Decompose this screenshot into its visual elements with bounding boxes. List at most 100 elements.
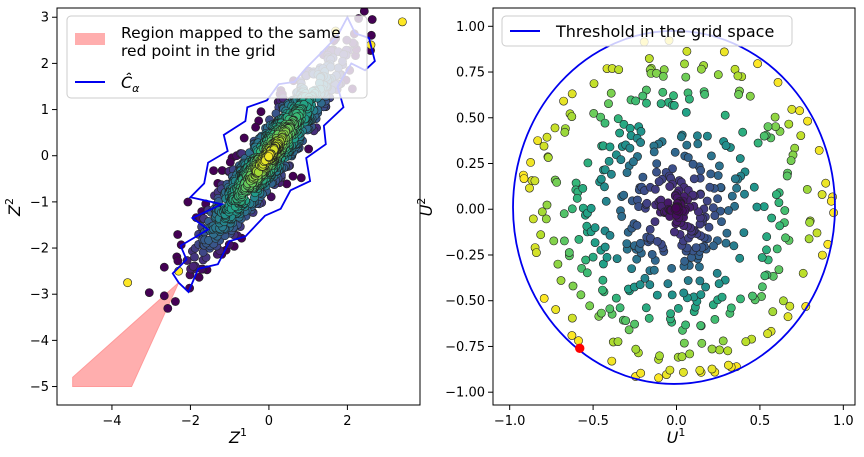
right-data-point [530, 176, 540, 186]
left-data-point [282, 179, 292, 189]
right-data-point [589, 79, 599, 88]
right-data-point [829, 208, 838, 218]
right-data-point [680, 256, 689, 266]
right-data-point [567, 89, 577, 99]
left-y-tick-label: −4 [30, 334, 49, 349]
right-data-point [670, 227, 679, 237]
right-data-point [717, 292, 727, 302]
right-data-point [666, 309, 675, 318]
right-data-point [679, 288, 689, 298]
legend-swatch-region [75, 33, 105, 45]
right-data-point [667, 290, 677, 300]
right-y-tick-label: 0.75 [456, 66, 485, 81]
right-data-point [775, 221, 785, 231]
right-data-point [707, 151, 716, 161]
right-data-point [730, 201, 739, 211]
right-data-point [588, 252, 598, 262]
right-data-point [741, 337, 751, 347]
right-data-point [685, 349, 695, 359]
right-data-point [697, 64, 706, 74]
right-data-point [749, 182, 759, 192]
right-data-point [774, 265, 784, 274]
left-data-point [144, 288, 154, 297]
right-data-point [701, 282, 710, 292]
right-data-point [576, 290, 586, 300]
left-x-axis-label: Z1 [228, 426, 247, 447]
right-data-point [681, 320, 690, 330]
right-data-point [805, 217, 814, 227]
right-data-point [605, 142, 615, 152]
right-data-point [703, 131, 712, 141]
right-data-point [617, 212, 627, 221]
right-data-point [724, 206, 733, 215]
right-data-point [543, 153, 553, 162]
left-data-point [190, 252, 199, 262]
right-data-point [759, 131, 769, 141]
right-data-point [677, 352, 687, 362]
left-data-point [159, 262, 169, 272]
right-data-point [568, 281, 578, 291]
right-data-point [812, 228, 822, 238]
right-data-point [654, 373, 663, 383]
right-data-point [585, 301, 595, 311]
right-data-point [542, 200, 552, 210]
right-data-point [740, 189, 749, 199]
right-data-point [688, 159, 698, 169]
right-data-point [721, 141, 731, 150]
right-data-point [567, 331, 577, 340]
right-data-point [682, 140, 692, 150]
right-data-point [635, 280, 645, 290]
right-data-point [638, 91, 648, 101]
right-y-tick-label: 0.25 [456, 157, 485, 172]
left-y-tick-label: 1 [41, 103, 49, 118]
right-data-point [629, 157, 638, 167]
right-data-point [625, 143, 635, 153]
right-data-point [712, 268, 722, 278]
right-data-point [616, 155, 626, 165]
left-legend-box [66, 15, 368, 99]
right-data-point [525, 183, 534, 193]
left-data-point [209, 166, 218, 175]
right-data-point [804, 234, 814, 244]
right-data-point [783, 312, 793, 322]
right-data-point [658, 72, 668, 81]
right-data-point [696, 165, 706, 175]
right-data-point [669, 101, 679, 110]
right-data-point [821, 178, 831, 188]
right-data-point [572, 193, 582, 203]
right-data-point [760, 271, 770, 281]
right-data-point [665, 182, 675, 191]
right-x-axis-label: U1 [667, 426, 686, 447]
right-data-point [679, 367, 688, 377]
right-data-point [564, 248, 574, 257]
right-y-tick-label: 1.00 [456, 20, 485, 35]
right-data-point [605, 304, 615, 314]
right-data-point [621, 316, 631, 325]
right-x-tick-label: −1.0 [494, 414, 526, 429]
right-data-point [649, 147, 659, 157]
right-plot-frame [492, 7, 856, 406]
right-data-point [607, 169, 616, 179]
right-data-point [596, 112, 605, 122]
left-plot-frame [56, 7, 421, 406]
left-data-point [123, 278, 133, 288]
right-data-point [714, 279, 724, 289]
right-data-point [681, 108, 691, 117]
right-data-point [786, 156, 796, 165]
right-data-point [650, 217, 660, 226]
right-data-point [600, 182, 609, 192]
right-data-point [772, 190, 781, 199]
right-data-point [615, 128, 624, 138]
right-data-point [752, 202, 762, 212]
left-data-point [359, 8, 369, 16]
right-data-point [583, 158, 593, 168]
right-data-point [803, 116, 812, 126]
left-data-point [183, 197, 193, 207]
left-legend: Region mapped to the same red point in t… [66, 15, 368, 99]
right-data-point [771, 122, 780, 131]
right-data-point [586, 203, 596, 213]
right-data-point [757, 253, 767, 262]
left-data-point [159, 291, 169, 301]
left-y-tick-label: −2 [30, 242, 49, 257]
right-data-point [656, 99, 666, 108]
